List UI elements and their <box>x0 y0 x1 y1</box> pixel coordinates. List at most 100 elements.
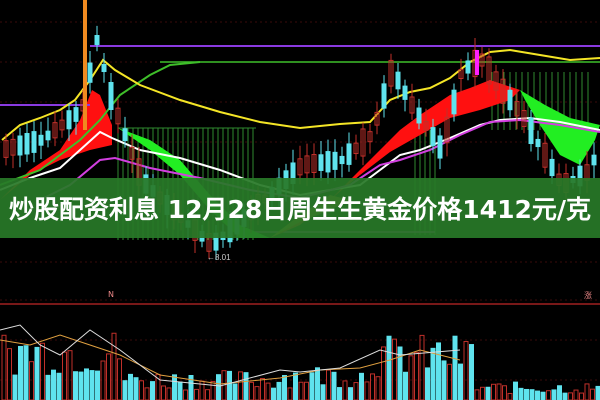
volume-bar-up <box>584 383 590 400</box>
down-candle <box>17 135 23 156</box>
volume-bar-up <box>117 358 122 400</box>
volume-bar-down <box>128 373 133 400</box>
volume-bar-down <box>309 372 315 400</box>
volume-bar-up <box>161 385 166 400</box>
volume-bar-up <box>590 388 595 400</box>
up-candle <box>388 59 394 87</box>
volume-bar-up <box>579 392 584 400</box>
down-candle <box>465 60 471 74</box>
volume-bar-up <box>1 334 7 400</box>
volume-bar-down <box>441 360 447 400</box>
up-candle <box>129 146 135 160</box>
volume-bar-up <box>144 387 150 400</box>
down-candle <box>38 134 44 146</box>
volume-bar-down <box>452 335 458 400</box>
volume-bar-down <box>513 381 518 400</box>
volume-bar-up <box>111 332 117 400</box>
headline-title: 炒股配资利息 12月28日周生生黄金价格1412元/克 <box>9 195 591 224</box>
up-candle <box>542 142 548 168</box>
volume-bar-up <box>183 389 188 400</box>
up-candle <box>521 110 527 127</box>
volume-bar-up <box>496 383 502 400</box>
volume-bar-down <box>45 374 51 400</box>
volume-bar-down <box>348 387 353 400</box>
up-candle <box>409 96 415 114</box>
volume-bar-up <box>194 388 199 400</box>
down-candle <box>31 131 37 153</box>
volume-bar-up <box>546 390 551 400</box>
down-candle <box>430 127 436 146</box>
volume-bar-up <box>254 386 260 400</box>
volume-bar-down <box>133 377 139 400</box>
down-candle <box>332 151 338 170</box>
volume-bar-down <box>397 346 403 400</box>
volume-bar-up <box>166 387 172 400</box>
down-candle <box>325 151 331 173</box>
spike-candle <box>83 0 87 130</box>
down-candle <box>73 107 79 122</box>
down-candle <box>507 89 513 111</box>
volume-bar-down <box>562 392 568 400</box>
headline-banner: 炒股配资利息 12月28日周生生黄金价格1412元/克 <box>0 178 600 238</box>
volume-bar-up <box>326 369 331 400</box>
volume-bar-down <box>172 374 177 400</box>
volume-bar-up <box>507 392 513 400</box>
volume-bar-up <box>298 381 304 400</box>
volume-bar-down <box>177 381 183 400</box>
up-candle <box>486 56 492 85</box>
volume-bar-up <box>474 389 480 400</box>
volume-bar-up <box>364 381 370 400</box>
up-candle <box>514 101 520 117</box>
volume-bar-up <box>419 334 425 400</box>
volume-bar-down <box>529 389 535 400</box>
down-candle <box>402 85 408 100</box>
volume-bar-up <box>205 389 210 400</box>
volume-bar-down <box>595 385 600 400</box>
volume-bar-down <box>232 383 238 400</box>
volume-bar-down <box>359 372 364 400</box>
red-ribbon <box>270 80 520 238</box>
volume-bar-down <box>540 391 546 400</box>
down-candle <box>94 35 100 45</box>
down-candle <box>101 63 107 73</box>
up-candle <box>500 78 506 104</box>
volume-ma-line <box>0 324 461 387</box>
volume-bar-down <box>84 368 89 400</box>
up-candle <box>3 140 9 158</box>
volume-bar-up <box>7 348 12 400</box>
volume-bar-down <box>403 371 408 400</box>
volume-bar-up <box>29 361 34 400</box>
magenta-candle <box>475 50 479 75</box>
volume-bar-up <box>573 389 579 400</box>
down-candle <box>437 135 443 159</box>
volume-bar-down <box>337 387 342 400</box>
volume-bar-down <box>216 374 221 400</box>
volume-ma-line <box>0 334 461 385</box>
volume-bar-down <box>51 369 56 400</box>
volume-bar-up <box>353 382 359 400</box>
volume-bar-down <box>276 381 282 400</box>
down-candle <box>451 89 457 115</box>
volume-bar-down <box>243 372 249 400</box>
volume-bar-up <box>568 392 573 400</box>
volume-bar-down <box>469 344 474 400</box>
volume-bar-down <box>89 370 95 400</box>
volume-bar-down <box>535 390 540 400</box>
volume-bar-up <box>463 341 469 400</box>
up-candle <box>367 131 373 143</box>
volume-bar-down <box>34 346 40 400</box>
volume-bar-down <box>227 370 232 400</box>
volume-bar-down <box>56 372 62 400</box>
volume-bar-down <box>293 372 298 400</box>
volume-bar-down <box>485 386 491 400</box>
volume-bar-up <box>447 363 452 400</box>
volume-bar-up <box>67 350 73 400</box>
up-candle <box>479 53 485 67</box>
volume-bar-down <box>150 381 155 400</box>
volume-bar-down <box>271 387 276 400</box>
volume-bar-up <box>260 378 265 400</box>
volume-bar-down <box>78 371 84 400</box>
up-candle <box>444 116 450 144</box>
up-candle <box>10 138 16 156</box>
